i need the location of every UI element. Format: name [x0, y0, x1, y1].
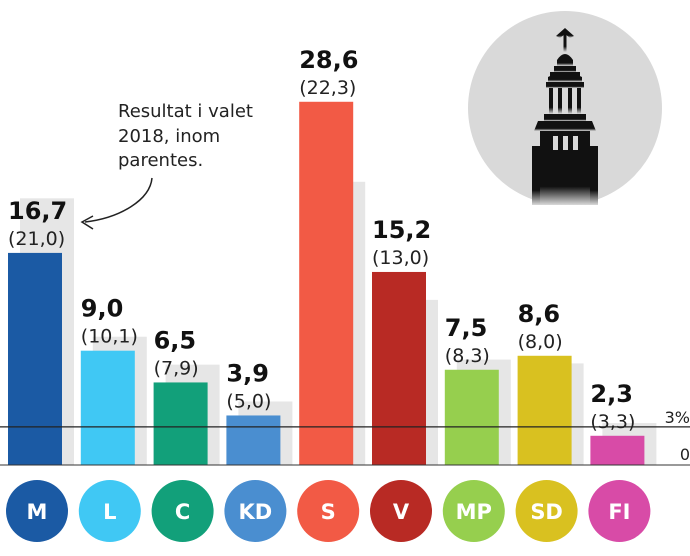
party-badge-mp — [442, 480, 505, 542]
bar-sd — [517, 355, 572, 465]
party-badge-kd — [224, 480, 287, 542]
current-result-bars — [8, 101, 645, 465]
party-label-v: V — [393, 500, 410, 524]
annotation-line-2: 2018, inom — [118, 126, 220, 147]
previous-label-fi: (3,3) — [590, 411, 635, 433]
previous-label-sd: (8,0) — [518, 331, 563, 353]
value-label-mp: 7,5 — [445, 314, 488, 342]
party-badge-fi — [588, 480, 651, 542]
previous-value-labels: (21,0) (10,1) (7,9) (5,0) (22,3) (13,0) (8,3) (… — [8, 77, 635, 433]
value-label-fi: 2,3 — [590, 380, 633, 408]
value-label-c: 6,5 — [154, 326, 197, 354]
party-label-m: M — [27, 500, 48, 524]
previous-label-mp: (8,3) — [445, 345, 490, 367]
annotation-line-1: Resultat i valet — [118, 101, 253, 122]
annotation-arrow-icon — [84, 177, 153, 223]
previous-label-kd: (5,0) — [226, 390, 271, 412]
party-badge-s — [297, 480, 360, 542]
value-label-l: 9,0 — [81, 295, 124, 323]
value-labels: 16,7 9,0 6,5 3,9 28,6 15,2 7,5 8,6 2,3 — [8, 46, 633, 408]
previous-label-m: (21,0) — [8, 228, 65, 250]
zero-label: 0 — [680, 445, 690, 464]
bar-l — [80, 350, 135, 465]
party-badges: M L C KD S V MP SD FI — [6, 480, 651, 542]
party-label-kd: KD — [239, 500, 273, 524]
bar-c — [153, 382, 208, 465]
bar-s — [299, 101, 354, 465]
party-badge-c — [151, 480, 214, 542]
annotation-line-3: parentes. — [118, 150, 203, 171]
party-badge-sd — [515, 480, 578, 542]
party-badge-l — [78, 480, 141, 542]
annotation-arrowhead-icon — [80, 215, 94, 230]
value-label-v: 15,2 — [372, 216, 431, 244]
bar-m — [8, 252, 62, 465]
party-label-mp: MP — [456, 500, 492, 524]
party-label-l: L — [103, 500, 116, 524]
value-label-kd: 3,9 — [226, 359, 269, 387]
party-label-s: S — [321, 500, 336, 524]
party-badge-m — [6, 480, 68, 542]
bar-mp — [444, 369, 499, 465]
party-label-c: C — [175, 500, 190, 524]
party-label-sd: SD — [530, 500, 563, 524]
annotation: Resultat i valet 2018, inom parentes. — [80, 101, 253, 230]
bar-v — [372, 271, 426, 465]
previous-label-v: (13,0) — [372, 247, 429, 269]
bar-fi — [590, 435, 645, 465]
threshold-label: 3% — [665, 408, 690, 427]
party-badge-v — [370, 480, 432, 542]
value-label-m: 16,7 — [8, 197, 67, 225]
previous-label-s: (22,3) — [299, 77, 356, 99]
value-label-s: 28,6 — [299, 46, 358, 74]
previous-label-l: (10,1) — [81, 326, 138, 348]
bar-kd — [226, 415, 281, 465]
city-hall-tower-icon — [468, 11, 662, 205]
previous-label-c: (7,9) — [154, 357, 199, 379]
party-label-fi: FI — [608, 500, 630, 524]
value-label-sd: 8,6 — [518, 300, 561, 328]
